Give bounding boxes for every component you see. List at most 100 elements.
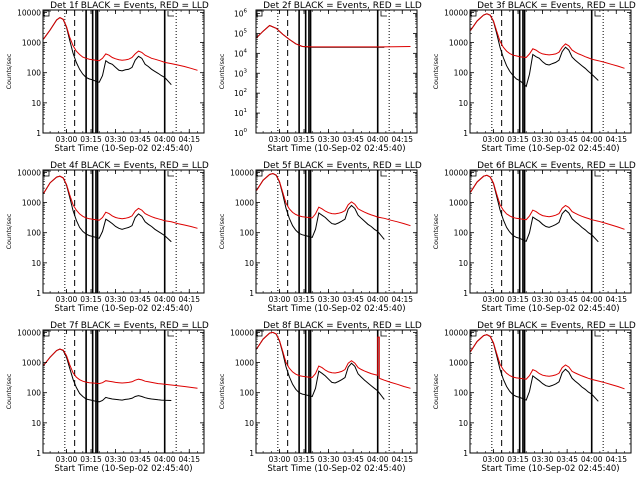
x-tick-label: 03:00 bbox=[269, 135, 291, 144]
lld-series-line bbox=[256, 172, 411, 227]
lld-series-line bbox=[43, 348, 198, 389]
y-tick-label: 1 bbox=[36, 129, 41, 138]
chart-title: Det 4f BLACK = Events, RED = LLD bbox=[50, 161, 209, 171]
x-tick-label: 03:00 bbox=[269, 455, 291, 464]
y-tick-label: 10000 bbox=[230, 168, 254, 177]
y-tick-label: 102 bbox=[234, 88, 247, 98]
events-series-line bbox=[469, 334, 599, 402]
y-tick-label: 1 bbox=[250, 449, 255, 458]
x-tick-label: 04:15 bbox=[178, 455, 200, 464]
y-tick-label: 100 bbox=[27, 229, 42, 238]
chart-title: Det 5f BLACK = Events, RED = LLD bbox=[263, 161, 422, 171]
x-tick-label: 03:15 bbox=[294, 455, 316, 464]
x-tick-label: 03:45 bbox=[343, 455, 365, 464]
detector-chart: 1 10 100 1000 10000 03:00 03:15 03:30 03:45 04:00… bbox=[5, 321, 209, 474]
lld-series-line bbox=[43, 175, 198, 229]
lld-series-line bbox=[469, 13, 625, 69]
detector-chart: 1 10 100 1000 10000 03:00 03:15 03:30 03:45 04:00… bbox=[218, 161, 422, 314]
corner-marker bbox=[167, 171, 174, 177]
y-tick-label: 10000 bbox=[444, 168, 468, 177]
y-axis-label: Counts/sec bbox=[5, 53, 13, 89]
plot-frame bbox=[42, 329, 205, 454]
x-tick-label: 03:45 bbox=[556, 455, 578, 464]
y-axis-label: Counts/sec bbox=[218, 213, 226, 249]
plot-frame bbox=[255, 329, 418, 454]
x-tick-label: 03:30 bbox=[105, 455, 127, 464]
events-series-line bbox=[469, 174, 599, 243]
y-tick-label: 10 bbox=[245, 259, 255, 268]
x-tick-label: 04:15 bbox=[605, 455, 627, 464]
x-tick-label: 04:00 bbox=[581, 295, 603, 304]
events-series-line bbox=[256, 24, 385, 48]
y-tick-label: 1000 bbox=[22, 39, 41, 48]
x-tick-label: 04:00 bbox=[367, 455, 389, 464]
x-tick-label: 03:45 bbox=[556, 135, 578, 144]
detector-panel: 100 101 102 103 104 105 106 03:00 03:15 03:30 03:4… bbox=[213, 0, 426, 160]
corner-marker bbox=[380, 331, 388, 337]
y-tick-label: 103 bbox=[234, 68, 248, 78]
y-tick-label: 10 bbox=[31, 259, 41, 268]
events-series-line bbox=[256, 331, 386, 400]
x-tick-label: 03:30 bbox=[531, 135, 553, 144]
x-tick-label: 04:15 bbox=[392, 135, 414, 144]
lld-series-line bbox=[43, 17, 198, 71]
y-tick-label: 1000 bbox=[235, 359, 254, 368]
y-axis-label: Counts/sec bbox=[432, 373, 440, 409]
chart-title: Det 6f BLACK = Events, RED = LLD bbox=[477, 161, 636, 171]
detector-panel: 1 10 100 1000 10000 03:00 03:15 03:30 03:45 04:00… bbox=[427, 320, 640, 480]
x-tick-label: 04:15 bbox=[605, 135, 627, 144]
x-tick-label: 03:30 bbox=[318, 135, 340, 144]
chart-title: Det 8f BLACK = Events, RED = LLD bbox=[263, 321, 422, 331]
x-axis-label: Start Time (10-Sep-02 02:45:40) bbox=[54, 304, 192, 314]
y-tick-label: 10 bbox=[458, 419, 468, 428]
x-tick-label: 03:30 bbox=[318, 295, 340, 304]
detector-chart: 1 10 100 1000 10000 03:00 03:15 03:30 03:45 04:00… bbox=[432, 1, 636, 154]
plot-frame bbox=[255, 9, 418, 134]
x-tick-label: 03:15 bbox=[294, 135, 316, 144]
x-tick-label: 03:15 bbox=[507, 455, 529, 464]
x-tick-label: 04:00 bbox=[367, 295, 389, 304]
detector-panel: 1 10 100 1000 10000 03:00 03:15 03:30 03:45 04:00… bbox=[213, 320, 426, 480]
y-tick-label: 1000 bbox=[22, 199, 41, 208]
y-tick-label: 100 bbox=[240, 229, 255, 238]
y-tick-label: 100 bbox=[27, 69, 42, 78]
y-tick-label: 100 bbox=[234, 128, 248, 138]
x-tick-label: 03:15 bbox=[80, 455, 102, 464]
x-tick-label: 03:15 bbox=[80, 135, 102, 144]
x-tick-label: 04:15 bbox=[392, 455, 414, 464]
x-tick-label: 04:00 bbox=[154, 295, 176, 304]
x-tick-label: 03:00 bbox=[56, 455, 78, 464]
y-tick-label: 1 bbox=[36, 449, 41, 458]
y-tick-label: 1 bbox=[463, 449, 468, 458]
x-tick-label: 03:30 bbox=[531, 455, 553, 464]
corner-marker bbox=[380, 171, 388, 177]
x-tick-label: 03:15 bbox=[507, 135, 529, 144]
detector-chart: 1 10 100 1000 10000 03:00 03:15 03:30 03:45 04:00… bbox=[5, 161, 209, 314]
x-axis-label: Start Time (10-Sep-02 02:45:40) bbox=[481, 144, 619, 154]
y-axis-label: Counts/sec bbox=[5, 213, 13, 249]
plot-frame bbox=[469, 169, 632, 294]
x-tick-label: 04:00 bbox=[581, 455, 603, 464]
plot-frame bbox=[469, 329, 632, 454]
x-tick-label: 04:15 bbox=[392, 295, 414, 304]
x-tick-label: 03:00 bbox=[56, 295, 78, 304]
detector-panel: 1 10 100 1000 10000 03:00 03:15 03:30 03:45 04:00… bbox=[427, 0, 640, 160]
y-axis-label: Counts/sec bbox=[432, 53, 440, 89]
lld-series-line bbox=[256, 331, 411, 389]
x-tick-label: 04:00 bbox=[154, 455, 176, 464]
x-tick-label: 03:00 bbox=[482, 295, 504, 304]
y-tick-label: 1000 bbox=[22, 359, 41, 368]
corner-marker bbox=[380, 11, 388, 17]
x-tick-label: 03:30 bbox=[105, 295, 127, 304]
y-tick-label: 10 bbox=[31, 419, 41, 428]
x-tick-label: 03:00 bbox=[482, 455, 504, 464]
y-tick-label: 1 bbox=[250, 289, 255, 298]
y-tick-label: 10000 bbox=[17, 8, 41, 17]
y-tick-label: 1000 bbox=[449, 199, 468, 208]
corner-marker bbox=[167, 331, 174, 337]
y-tick-label: 101 bbox=[234, 108, 247, 118]
y-tick-label: 104 bbox=[234, 48, 248, 58]
x-tick-label: 03:45 bbox=[343, 295, 365, 304]
y-tick-label: 10 bbox=[245, 419, 255, 428]
